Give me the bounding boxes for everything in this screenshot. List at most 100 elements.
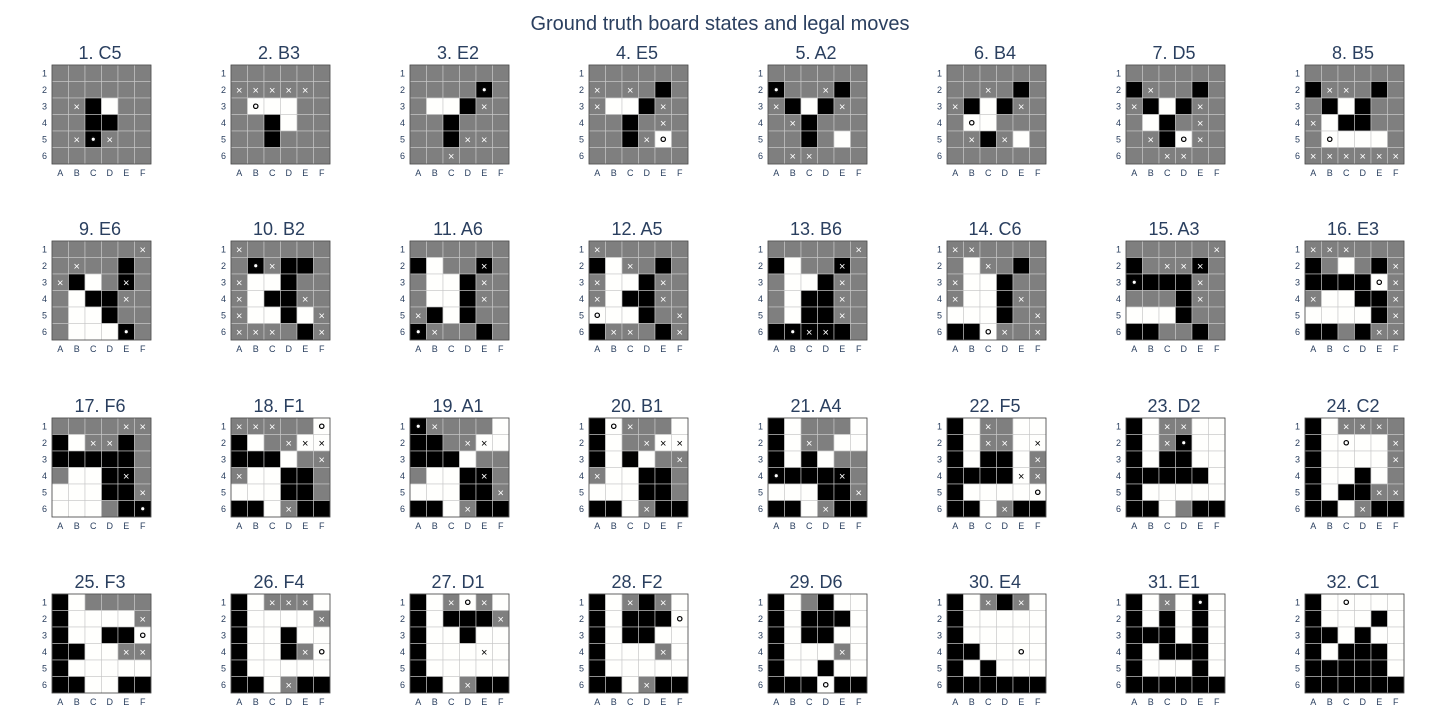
column-tick-label: F [1214, 168, 1220, 178]
board-cell [817, 114, 835, 132]
board-cell [426, 240, 444, 258]
board-cell [946, 467, 964, 485]
board-cell [654, 450, 672, 468]
board-cell [767, 323, 785, 341]
board-cell [605, 467, 623, 485]
row-tick-label: 3 [579, 277, 584, 287]
board-cell [442, 97, 460, 115]
column-tick-label: F [1393, 697, 1399, 707]
row-tick-label: 2 [579, 438, 584, 448]
column-tick-label: B [611, 344, 617, 354]
row-tick-label: 1 [400, 68, 405, 78]
column-tick-label: C [1343, 697, 1350, 707]
legal-move-marker: × [1327, 151, 1333, 163]
board-cell [979, 306, 997, 324]
board-cell [263, 147, 281, 165]
board-cell [621, 659, 639, 677]
row-tick-label: 3 [937, 454, 942, 464]
board-cell [134, 434, 152, 452]
legal-move-marker: × [269, 421, 275, 433]
legal-move-marker: × [1343, 151, 1349, 163]
board-frame [1304, 64, 1405, 165]
legal-move-marker: × [1393, 294, 1399, 306]
column-tick-label: C [90, 697, 97, 707]
board-cell [247, 676, 265, 694]
board-cell [1387, 64, 1405, 82]
board-cell [442, 240, 460, 258]
board-cell [1012, 257, 1030, 275]
row-tick-label: 4 [42, 647, 47, 657]
row-tick-label: 4 [758, 471, 763, 481]
board-cell [1191, 467, 1209, 485]
board-cell [671, 273, 689, 291]
board-cell [475, 306, 493, 324]
row-tick-label: 4 [1295, 471, 1300, 481]
column-tick-label: D [286, 521, 293, 531]
board-cell [1158, 81, 1176, 99]
board-cell [1354, 81, 1372, 99]
row-tick-label: 2 [42, 261, 47, 271]
board-cell [247, 659, 265, 677]
board-cell [313, 467, 331, 485]
board-cell [1125, 240, 1143, 258]
legal-move-marker: × [236, 471, 242, 483]
row-tick-label: 1 [937, 244, 942, 254]
board-cell [1175, 643, 1193, 661]
board-cell [850, 81, 868, 99]
board-cell [101, 290, 119, 308]
board-cell [1175, 81, 1193, 99]
board-cell [1304, 97, 1322, 115]
board-cell [1191, 81, 1209, 99]
board-cell [117, 610, 135, 628]
board-frame [51, 593, 152, 694]
row-tick-label: 1 [221, 597, 226, 607]
board-cell [784, 434, 802, 452]
board-cell [426, 450, 444, 468]
board-cell [963, 273, 981, 291]
board-cell [1175, 273, 1193, 291]
row-tick-label: 2 [758, 614, 763, 624]
panel-title: 23. D2 [1147, 396, 1201, 416]
board-cell [767, 593, 785, 611]
board-cell [68, 434, 86, 452]
row-tick-label: 5 [400, 663, 405, 673]
board-cell [767, 147, 785, 165]
board-cell [605, 659, 623, 677]
board-cell [1387, 626, 1405, 644]
legal-move-marker: × [140, 421, 146, 433]
board-cell [51, 81, 69, 99]
board-cell [1125, 434, 1143, 452]
panel-title: 6. B4 [973, 43, 1017, 63]
board-cell [313, 290, 331, 308]
column-tick-label: C [985, 697, 992, 707]
column-tick-label: A [952, 168, 958, 178]
board-cell [230, 676, 248, 694]
board-cell [1125, 130, 1143, 148]
board-cell [1304, 434, 1322, 452]
board-cell [654, 626, 672, 644]
board-cell [671, 240, 689, 258]
board-cell [800, 610, 818, 628]
row-tick-label: 1 [221, 244, 226, 254]
panel-title: 2. B3 [257, 43, 301, 63]
board-cell [784, 593, 802, 611]
board-cell [1191, 659, 1209, 677]
board-cell [963, 593, 981, 611]
board-cell [979, 659, 997, 677]
legal-move-marker: × [74, 101, 80, 113]
board-cell [280, 643, 298, 661]
row-tick-label: 3 [1116, 101, 1121, 111]
board-cell [638, 147, 656, 165]
board-cell [134, 64, 152, 82]
board-cell [1337, 130, 1355, 148]
board-cell [68, 450, 86, 468]
legal-move-marker: × [1343, 85, 1349, 97]
board-cell [117, 593, 135, 611]
board-cell [280, 417, 298, 435]
board-cell [1354, 64, 1372, 82]
board-cell [1321, 450, 1339, 468]
